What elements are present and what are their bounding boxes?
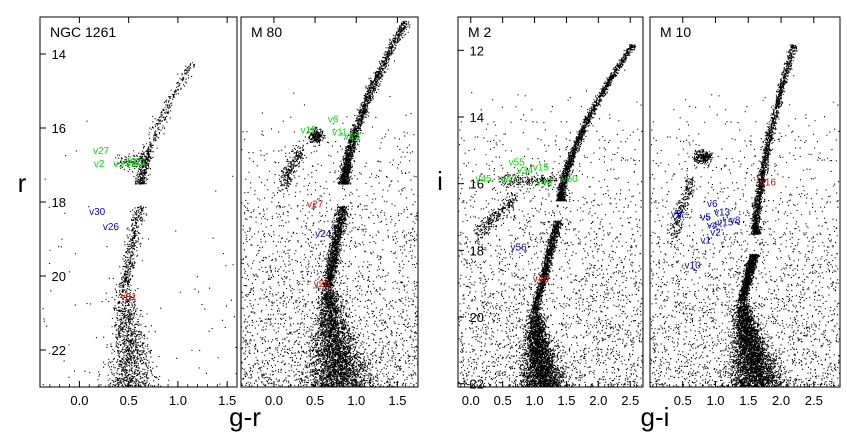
x-tick-label: 1.5: [388, 393, 406, 408]
x-tick-label: 1.5: [218, 393, 236, 408]
variable-star-label: v49: [536, 177, 553, 188]
variable-star-label: v31: [121, 292, 138, 303]
variable-star-label: v15: [300, 126, 317, 137]
variable-star-label: v26: [314, 279, 331, 290]
y-tick-label: 18: [470, 243, 484, 258]
variable-star-label: v30: [89, 207, 106, 218]
variable-star-label: v24: [315, 229, 332, 240]
panel-2: M 2 0.0 0.5 1.0 1.5 2.0 2.5 12 14 16 18 20 22 g-i i v55…: [437, 16, 670, 432]
variable-star-label: v13: [714, 207, 731, 218]
variable-star-label: v56: [511, 242, 528, 253]
x-tick-label: 0.5: [306, 393, 324, 408]
variable-star-label: v55: [509, 157, 526, 168]
y-tick-label: 22: [470, 377, 484, 392]
variable-star-label: v5: [700, 212, 711, 223]
star-field: [650, 44, 840, 387]
variable-star-label: v1: [114, 159, 125, 170]
variable-star-label: v13: [121, 157, 138, 168]
plot-frame: [649, 16, 841, 388]
variable-star-label: v9: [671, 209, 682, 220]
x-tick-label: 1.0: [526, 393, 544, 408]
y-tick-label: 18: [52, 195, 66, 210]
y-tick-label: 12: [470, 43, 484, 58]
variable-star-label: v13: [344, 131, 361, 142]
y-axis-title: i: [437, 166, 443, 196]
x-tick-label: 0.0: [70, 393, 88, 408]
variable-star-label: v45: [475, 174, 492, 185]
plot-frame: [457, 16, 644, 388]
y-tick-label: 14: [470, 110, 484, 125]
y-axis-title: r: [18, 168, 27, 198]
panel-0: NGC 1261 0.0 0.5 1.0 1.5 14 16 18 20 22 g-r r v27 v2 v…: [18, 16, 261, 432]
y-tick-label: 14: [52, 47, 66, 62]
star-field: [241, 20, 418, 387]
variable-star-label: v10: [685, 261, 702, 272]
x-tick-label: 1.0: [347, 393, 365, 408]
x-axis-title: g-r: [229, 402, 261, 432]
panel-title: M 10: [660, 24, 691, 40]
x-tick-label: 0.5: [120, 393, 138, 408]
panel-title: M 2: [468, 24, 492, 40]
x-axis-title: g-i: [641, 402, 670, 432]
x-tick-label: 2.5: [621, 393, 639, 408]
variable-star-label: v26: [103, 222, 120, 233]
variable-star-label: v21: [130, 157, 147, 168]
variable-star-label: v1: [700, 236, 711, 247]
x-tick-label: 2.0: [589, 393, 607, 408]
x-tick-label: 0.5: [494, 393, 512, 408]
variable-star-label: v27: [93, 146, 110, 157]
variable-star-label: v27: [307, 200, 324, 211]
variable-star-label: v16: [760, 177, 777, 188]
x-tick-label: 0.5: [674, 393, 692, 408]
x-tick-label: 1.0: [169, 393, 187, 408]
x-tick-label: 1.0: [706, 393, 724, 408]
variable-star-label: v47: [501, 174, 518, 185]
y-tick-label: 20: [470, 310, 484, 325]
variable-star-label: v34: [517, 166, 534, 177]
panel-title: M 80: [251, 24, 282, 40]
variable-star-label: v8: [730, 216, 741, 227]
variable-star-label: v60: [562, 174, 579, 185]
star-field: [42, 62, 237, 387]
variable-star-label: v6: [707, 199, 718, 210]
variable-star-label: v2: [94, 159, 105, 170]
y-tick-label: 22: [52, 343, 66, 358]
star-field: [458, 44, 643, 387]
x-tick-label: 0.0: [462, 393, 480, 408]
variable-star-label: v40: [533, 274, 550, 285]
variable-star-label: v15: [717, 217, 734, 228]
variable-star-label: v11: [332, 127, 348, 138]
plot-frame: [240, 16, 419, 388]
x-tick-label: 1.5: [557, 393, 575, 408]
variable-star-label: v6: [328, 114, 339, 125]
x-tick-label: 2.5: [805, 393, 823, 408]
y-tick-label: 20: [52, 269, 66, 284]
x-tick-label: 0.0: [265, 393, 283, 408]
x-tick-label: 1.5: [739, 393, 757, 408]
variable-star-label: v4: [707, 221, 718, 232]
y-tick-label: 16: [470, 177, 484, 192]
variable-star-label: v15: [533, 162, 550, 173]
panel-title: NGC 1261: [50, 24, 116, 40]
y-tick-label: 16: [52, 121, 66, 136]
x-tick-label: 2.0: [772, 393, 790, 408]
variable-star-label: v2: [710, 227, 721, 238]
